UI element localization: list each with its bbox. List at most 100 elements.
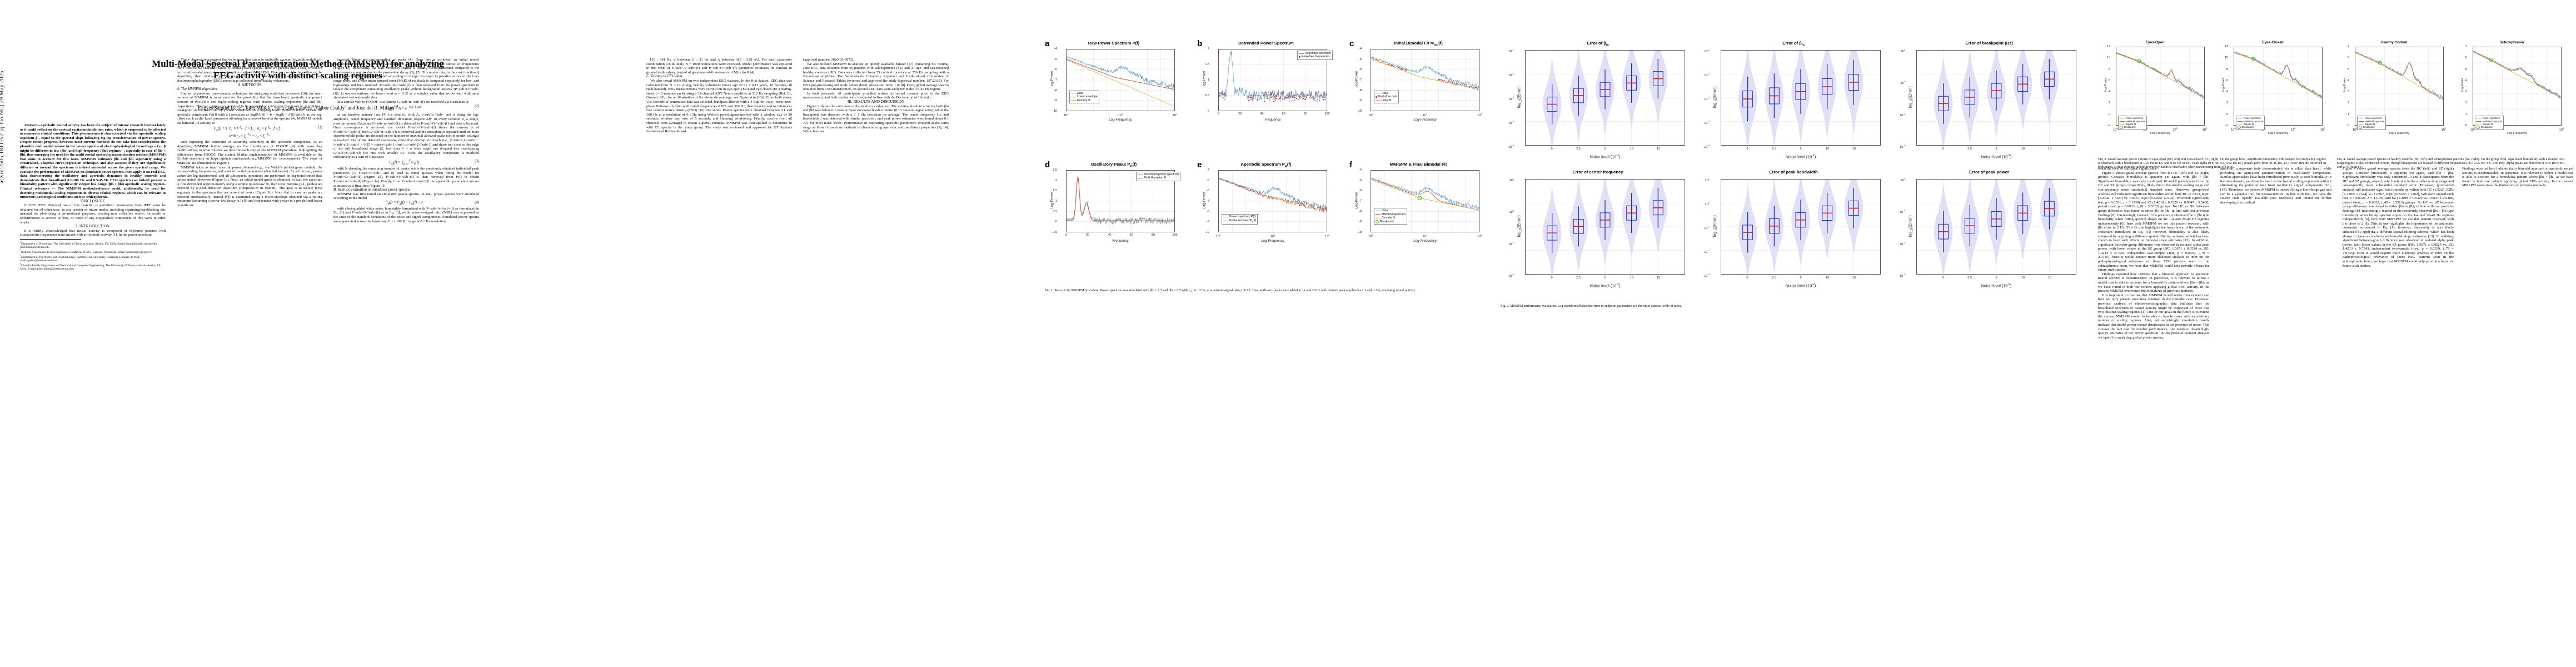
legend-label: Power spectrum P(f) xyxy=(1229,215,1256,219)
equation-2: Gn(f) = A × e−½((f−fc)/σ)2 (2) xyxy=(386,104,479,112)
x-tick: 5 xyxy=(1800,147,1802,151)
legend-row: Lower envelope xyxy=(1071,95,1098,98)
y-axis-label: Log-Power xyxy=(1202,192,1207,209)
y-tick: 2 xyxy=(2226,101,2228,105)
y-axis-label: Log-Power xyxy=(2461,78,2464,92)
y-tick: -4 xyxy=(1054,47,1057,51)
y-tick: 100 xyxy=(1705,201,1710,206)
y-tick: 4 xyxy=(2108,90,2110,94)
panel-title: Healthy Control xyxy=(2380,41,2408,44)
page-title: Multi-Modal Spectral Parametrization Met… xyxy=(20,58,576,81)
panel-title: Raw Power Spectrum P(f) xyxy=(1088,41,1140,46)
fig3-panel: Eyes-Closed121086420-210-1100101102Log-P… xyxy=(2216,40,2330,149)
plot-axes xyxy=(1916,50,2076,146)
col3-paragraph-4: with N denoting the remaining number of … xyxy=(333,167,479,188)
disclosure-paragraph: © 2025 IEEE. Personal use of this materi… xyxy=(20,203,166,225)
col2-paragraph-1: These observations suggest that techniqu… xyxy=(177,58,322,83)
x-tick: 100 xyxy=(1368,233,1373,238)
y-tick: 10-3 xyxy=(1704,273,1710,278)
plot-axes xyxy=(2234,47,2323,126)
y-axis-label: log10(|Error|) xyxy=(1517,215,1523,237)
panel-title: Error of peak power xyxy=(1969,170,2009,175)
col2-paragraph-2: Similar to previous, time-domain techniq… xyxy=(177,91,322,125)
col6-paragraph-2: Figure 4 shows grand average spectra fro… xyxy=(2098,171,2209,272)
y-axis-label: Log-Power xyxy=(1050,192,1054,209)
legend-label: Data xyxy=(1077,91,1083,95)
col9-paragraph-1: Findings reported here indicate that a b… xyxy=(2462,167,2573,188)
y-tick: 0.5 xyxy=(1053,210,1057,213)
x-tick: 80 xyxy=(1303,112,1307,116)
y-tick: 1.5 xyxy=(1053,189,1057,193)
x-tick: 102 xyxy=(2202,127,2208,132)
y-tick: 10-4 xyxy=(1900,144,1905,149)
panel-title: Error of peak bandwidth xyxy=(1769,170,1818,175)
y-tick: -9 xyxy=(1359,220,1362,224)
panel-letter: a xyxy=(1045,39,1050,48)
col5-paragraph-3: In both protocols, all participants prov… xyxy=(803,91,949,100)
x-tick: 2.5 xyxy=(1967,147,1972,151)
plot-axes xyxy=(1721,50,1881,146)
footnote-4: 4Chandra Family Department of Electrical… xyxy=(20,263,162,271)
y-tick: -6 xyxy=(1207,189,1209,193)
column-4: [10 : 14] Hz, σ between [1 : 2] Hz and A… xyxy=(646,58,792,636)
legend-row: Bipolar fit xyxy=(2238,123,2263,126)
y-tick: -10 xyxy=(1357,109,1362,113)
x-tick: 100 xyxy=(1172,233,1178,237)
legend-row: Data xyxy=(1376,92,1397,95)
x-tick: 0 xyxy=(1746,276,1748,280)
legend-label: Bipolar fit xyxy=(2483,122,2493,126)
fig1-panel-a: a Raw Power Spectrum P(f) -4 -5 -6 -7 -8 -9 -10 1… xyxy=(1045,39,1183,123)
y-tick: 10-2 xyxy=(1508,241,1514,246)
y-tick: 12 xyxy=(2106,45,2110,48)
legend-row: Power spectrum xyxy=(2238,117,2263,120)
y-axis-label: Log-Power xyxy=(1354,71,1359,88)
x-tick: 100 xyxy=(1368,112,1373,117)
panel-letter: f xyxy=(1349,160,1352,170)
legend-row: Bimodal fit xyxy=(1376,216,1406,220)
legend-row: Dummy fit xyxy=(1071,99,1098,102)
panel-title: Error of βhi xyxy=(1782,41,1805,47)
y-tick: 10-2 xyxy=(1900,241,1905,246)
column-1: Abstract—Aperiodic neural activity has b… xyxy=(20,123,166,624)
equation-1: PA(f) = { b1 × f−βlo , f < fc ; b2 × f−β… xyxy=(213,125,322,132)
legend-label: Peak-free frequencies xyxy=(1302,55,1330,59)
plot-legend: Power spectrum MMSPM spectrum Bipolar fit B… xyxy=(2236,116,2265,130)
col6-paragraph-4: It is important to disclose that MMSPM i… xyxy=(2098,293,2209,340)
y-axis-label: log10(|Error|) xyxy=(1909,215,1914,237)
legend-row: MMSPM spectrum xyxy=(2359,120,2384,123)
y-tick: -4 xyxy=(1359,168,1362,172)
y-tick: -7 xyxy=(1054,78,1057,82)
y-axis-label: log10(|Error|) xyxy=(1713,86,1718,108)
y-tick: 7 xyxy=(2347,45,2349,48)
y-tick: 0 xyxy=(2108,112,2110,116)
y-tick: 10-4 xyxy=(1704,120,1710,125)
footnote-block: 1Department of Neurology, The University… xyxy=(20,241,166,271)
panel-title: Error of βlo xyxy=(1587,41,1609,47)
y-tick: -9 xyxy=(1207,220,1209,224)
y-tick: 2 xyxy=(2465,101,2467,105)
y-tick: 1 xyxy=(2465,112,2467,116)
y-tick: 1 xyxy=(1055,200,1057,203)
plot-legend: Data MMSPM spectrum Bimodal fit Breakpoint xyxy=(1374,208,1407,225)
legend-row: Peaks removed PA(f) xyxy=(1223,219,1256,223)
x-tick: 40 xyxy=(1108,233,1112,237)
y-tick: 10-1 xyxy=(1704,225,1710,230)
fig1-panel-b: b Detrended Power Spectrum 2 1.5 1 0.5 0 0 20 40 6… xyxy=(1197,39,1335,123)
y-tick: 8 xyxy=(2108,67,2110,71)
x-tick: 0 xyxy=(1942,147,1944,151)
fig2-violin-panel: Error of peak bandwidth 101 100 10-1 10-2 10-… xyxy=(1696,169,1891,296)
legend-label: Bipolar fit xyxy=(2126,122,2136,126)
y-tick: 10 xyxy=(2224,56,2228,60)
y-tick: 3 xyxy=(2465,90,2467,94)
fig2-violin-panel: Error of center frequency 102 100 10-2 10-4 0… xyxy=(1501,169,1695,296)
footnote-2: 2Instituto Venezolano de Investigaciones… xyxy=(20,250,152,255)
legend-label: Detrended power spectrum xyxy=(1144,173,1179,176)
footnote-rule xyxy=(20,239,82,240)
plot-axes xyxy=(1066,170,1175,232)
subsection-b-heading: B. In silico evaluation on simulated pow… xyxy=(333,188,410,192)
figure-3: Eyes-Open121086420-210-1100101102Log-Pow… xyxy=(2098,40,2331,207)
legend-label: Bimodal fit xyxy=(1382,216,1396,220)
y-tick: 0 xyxy=(2347,124,2349,127)
legend-label: Data xyxy=(1382,209,1388,213)
plot-legend: Power spectrum MMSPM spectrum Bipolar fit B… xyxy=(2475,116,2504,130)
